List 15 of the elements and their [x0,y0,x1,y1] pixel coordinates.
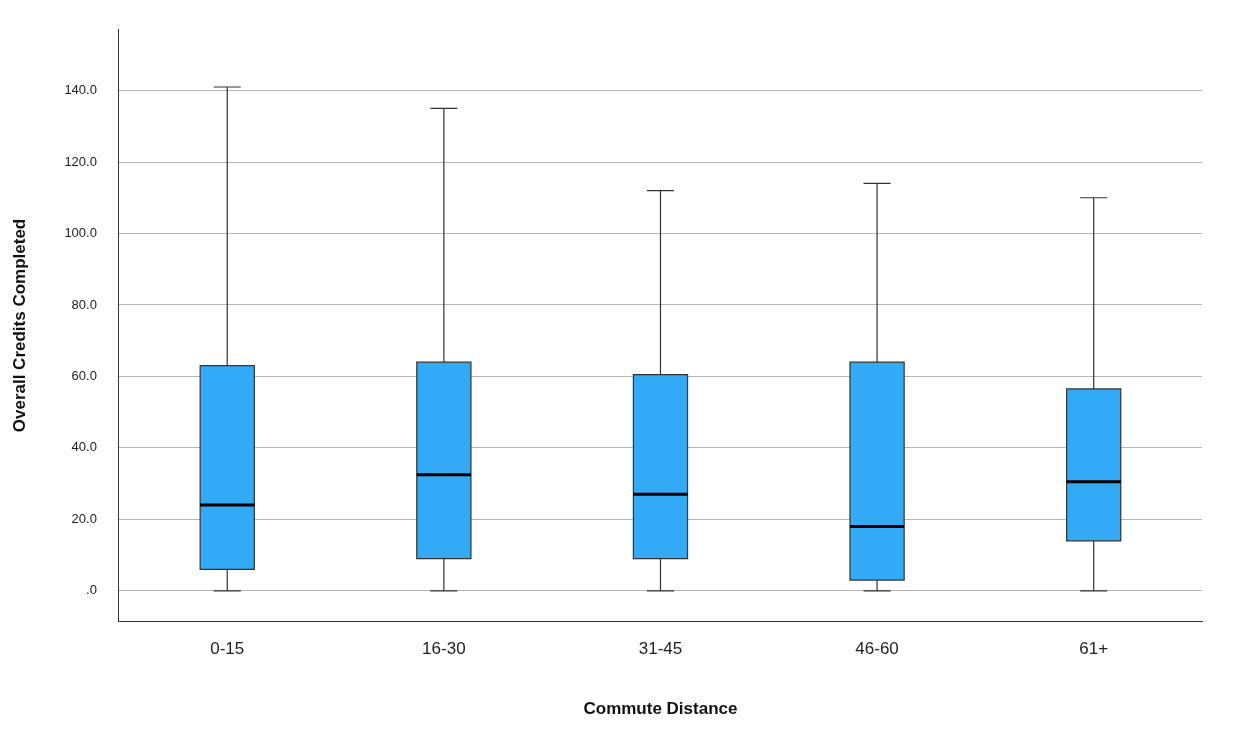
y-tick-label: 80.0 [71,296,97,312]
y-tick-label: 40.0 [71,439,97,455]
x-tick-label: 0-15 [210,639,245,659]
y-tick-label: 140.0 [64,82,97,98]
x-tick-label: 61+ [1079,639,1109,659]
y-tick-label: .0 [86,582,97,598]
x-tick-label: 31-45 [638,639,683,659]
x-axis-title: Commute Distance [583,699,738,719]
y-tick-label: 100.0 [64,225,97,241]
x-tick-label: 46-60 [855,639,899,659]
y-tick-label: 60.0 [71,368,97,383]
x-tick-label: 16-30 [422,639,466,659]
y-axis-title: Overall Credits Completed [9,218,29,433]
y-tick-label: 120.0 [64,153,97,169]
y-tick-label: 20.0 [71,510,97,526]
